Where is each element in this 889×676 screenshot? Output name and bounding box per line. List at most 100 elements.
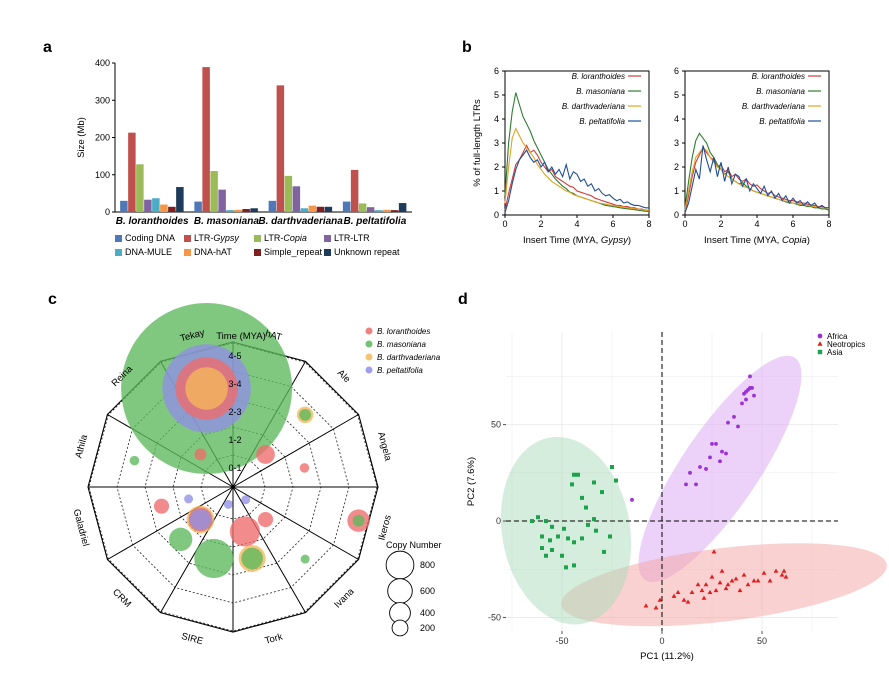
size-legend-circle [387,578,413,604]
ellipse-africa [638,355,802,583]
point-africa [630,497,634,502]
bar-ltr-gypsy-b-loranthoides [128,132,136,212]
bar-dna-mule-b-loranthoides [152,198,160,212]
bubble-b-loranthoides-angela [299,463,310,473]
bar-unknown-repeat-b-masoniana [250,208,258,212]
legend-label: B. loranthoides [572,72,625,81]
point-asia [602,549,606,554]
x-tick-label: B. masoniana [194,216,259,227]
lineage-label-hat: hAT [264,328,283,343]
y-axis-title: Size (Mb) [76,117,87,158]
bar-coding-dna-b-loranthoides [120,200,128,212]
point-neotropics [755,578,761,583]
y-tick-label: 0 [494,210,499,220]
panel-label-a: a [43,39,52,56]
legend-dot [365,340,373,348]
x-axis-title: Insert Time (MYA, Copia) [704,235,810,246]
bar-coding-dna-b-peltatifolia [342,201,351,212]
bubble-b-masoniana-crm [169,527,193,551]
legend-swatch [324,235,331,242]
x-tick-label: 2 [538,219,543,229]
ring-label: 2-3 [228,407,241,417]
legend-label: Unknown repeat [334,247,400,257]
point-asia [570,482,574,487]
pca-scatter-panel: -50 0 50 -50 0 50 PC1 (11.2%) PC2 (7.6%) AfricaN… [466,332,887,662]
bar-simple-repeat-b-masoniana [242,209,250,212]
size-legend-circle [391,619,409,637]
legend-marker [817,349,823,355]
bar-dna-hat-b-loranthoides [160,204,168,212]
lineage-label-galadriel: Galadriel [71,508,91,548]
point-africa [694,482,698,487]
legend-label: DNA-hAT [194,247,232,257]
point-neotropics [717,580,723,585]
legend-swatch [115,235,122,242]
bar-dna-mule-b-darthvaderiana [300,208,309,212]
point-neotropics [711,549,717,554]
radar-spoke [232,486,359,560]
legend-dot [365,353,373,361]
y-tick-label: 0 [674,210,679,220]
bubble-b-loranthoides-ivana [257,511,274,528]
bar-dna-hat-b-darthvaderiana [308,205,317,212]
bar-coding-dna-b-darthvaderiana [268,200,277,212]
point-neotropics [695,582,701,587]
radar-spoke [107,486,234,560]
bubble-radar-panel: 0-1 1-2 2-3 3-4 4-5 Time (MYA)hAT Ale Angela Ike… [71,302,442,647]
bubble-b-darthvaderiana-tekay [185,367,228,410]
bar-ltr-ltr-b-masoniana [218,189,226,212]
y-tick-label: 4 [674,114,679,124]
legend-dot [365,366,373,374]
x-tick-label: 50 [757,636,767,646]
point-neotropics [761,570,767,575]
x-tick-label: B. peltatifolia [343,216,406,227]
ring-label: 3-4 [228,379,241,389]
bar-ltr-ltr-b-darthvaderiana [292,186,301,212]
point-asia [562,526,566,531]
x-axis-title: PC1 (11.2%) [640,651,694,662]
bubble-b-masoniana-tork [241,547,263,570]
legend-label: B. peltatifolia [377,366,423,375]
y-tick-label: 4 [494,114,499,124]
legend-label: B. masoniana [576,87,625,96]
panel-label-b: b [462,39,472,56]
lineage-label-angela: Angela [375,431,393,463]
bubble-b-masoniana-ivana [300,554,310,564]
point-neotropics [671,593,677,598]
point-africa [708,455,712,460]
legend-label: Coding DNA [125,233,175,243]
bubble-b-masoniana-ikeros [352,514,365,527]
bar-coding-dna-b-masoniana [194,201,202,212]
lineage-label-athila: Athila [73,433,90,459]
lineage-label-sire: SIRE [180,631,204,647]
bar-ltr-copia-b-loranthoides [136,164,144,212]
y-tick-label: 3 [494,138,499,148]
point-africa [718,459,722,464]
point-africa [736,424,740,429]
legend-label: B. darthvaderiana [562,102,626,111]
point-neotropics [729,578,735,583]
point-neotropics [699,587,705,593]
point-africa [740,401,744,406]
legend-swatch [184,249,191,256]
bar-ltr-ltr-b-loranthoides [144,199,152,212]
point-asia [580,495,584,500]
bar-dna-mule-b-masoniana [226,210,234,212]
y-tick-label: 3 [674,138,679,148]
bar-ltr-ltr-b-peltatifolia [366,207,375,212]
point-africa [704,467,708,471]
line-b-peltatifolia [504,149,649,213]
lineage-label-ivana: Ivana [332,586,357,611]
point-africa [748,374,752,379]
point-asia [592,517,596,522]
size-legend-title: Copy Number [386,540,442,550]
legend-label: Asia [827,348,843,357]
bar-dna-hat-b-masoniana [234,209,242,212]
point-asia [540,546,544,551]
legend-label: B. peltatifolia [579,117,625,126]
point-neotropics [675,589,681,595]
point-asia [544,519,548,524]
bubble-b-loranthoides-ale [256,445,275,464]
point-asia [566,536,570,541]
